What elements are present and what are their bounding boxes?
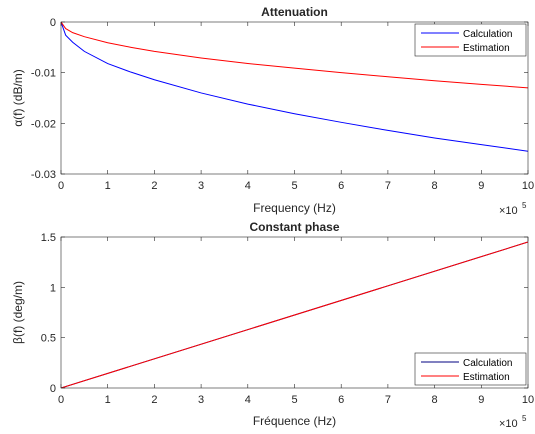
x-tick-label: 7 — [385, 180, 391, 192]
x-tick-label: 0 — [58, 394, 64, 406]
x-exponent-power: 5 — [522, 201, 527, 210]
y-tick-label: 1.5 — [41, 232, 56, 244]
legend: Calculation Estimation — [414, 23, 527, 57]
y-axis-label: α(f) (dB/m) — [11, 69, 25, 127]
legend-box — [414, 23, 527, 57]
series-group — [61, 241, 528, 388]
legend-box — [414, 352, 527, 386]
x-exponent-power: 5 — [522, 414, 527, 423]
x-tick-label: 5 — [291, 180, 297, 192]
x-tick-label: 2 — [151, 180, 157, 192]
x-tick-label: 5 — [291, 394, 297, 406]
x-tick-label: 0 — [58, 180, 64, 192]
y-tick-label: 0 — [50, 383, 56, 395]
x-tick-label: 2 — [151, 394, 157, 406]
x-tick-label: 3 — [198, 180, 204, 192]
y-axis-label: β(f) (deg/m) — [11, 281, 25, 344]
x-axis-label: Fréquence (Hz) — [253, 414, 336, 428]
x-tick-label: 4 — [245, 394, 251, 406]
legend-label-estimation: Estimation — [463, 372, 510, 383]
series-line-calculation — [61, 22, 528, 152]
x-exponent-label: ×10 — [499, 205, 518, 217]
series-line-estimation — [61, 22, 528, 89]
x-tick-label: 7 — [385, 394, 391, 406]
x-tick-label: 6 — [338, 180, 344, 192]
x-tick-label: 6 — [338, 394, 344, 406]
y-tick-label: -0.02 — [31, 118, 56, 130]
chart-1: 0 1 2 3 4 5 6 7 8 9 10 0 -0.01 -0.02 -0.03 Attenuation F… — [11, 5, 534, 217]
legend-label-calculation: Calculation — [463, 29, 512, 40]
x-exponent-label: ×10 — [499, 418, 518, 430]
x-tick-label: 1 — [105, 180, 111, 192]
chart-title: Attenuation — [261, 5, 328, 19]
y-tick-label: 0.5 — [41, 333, 56, 345]
legend-label-calculation: Calculation — [463, 358, 512, 369]
y-tick-label: 1 — [50, 282, 56, 294]
x-tick-label: 4 — [245, 180, 251, 192]
y-tick-label: -0.01 — [31, 68, 56, 80]
series-line-estimation — [61, 241, 528, 388]
series-group — [61, 22, 528, 152]
x-tick-label: 9 — [478, 394, 484, 406]
y-tick-label: 0 — [50, 17, 56, 29]
x-tick-label: 8 — [432, 394, 438, 406]
x-tick-label: 8 — [432, 180, 438, 192]
legend: Calculation Estimation — [414, 352, 527, 386]
x-tick-label: 10 — [522, 394, 534, 406]
y-tick-label: -0.03 — [31, 169, 56, 181]
x-tick-label: 1 — [105, 394, 111, 406]
legend-label-estimation: Estimation — [463, 43, 510, 54]
x-tick-label: 9 — [478, 180, 484, 192]
x-tick-label: 10 — [522, 180, 534, 192]
x-axis-label: Frequency (Hz) — [253, 201, 336, 215]
chart-title: Constant phase — [249, 220, 339, 234]
x-tick-label: 3 — [198, 394, 204, 406]
chart-2: 0 1 2 3 4 5 6 7 8 9 10 0 0.5 1 1.5 Constant phase Fréque… — [11, 220, 534, 430]
